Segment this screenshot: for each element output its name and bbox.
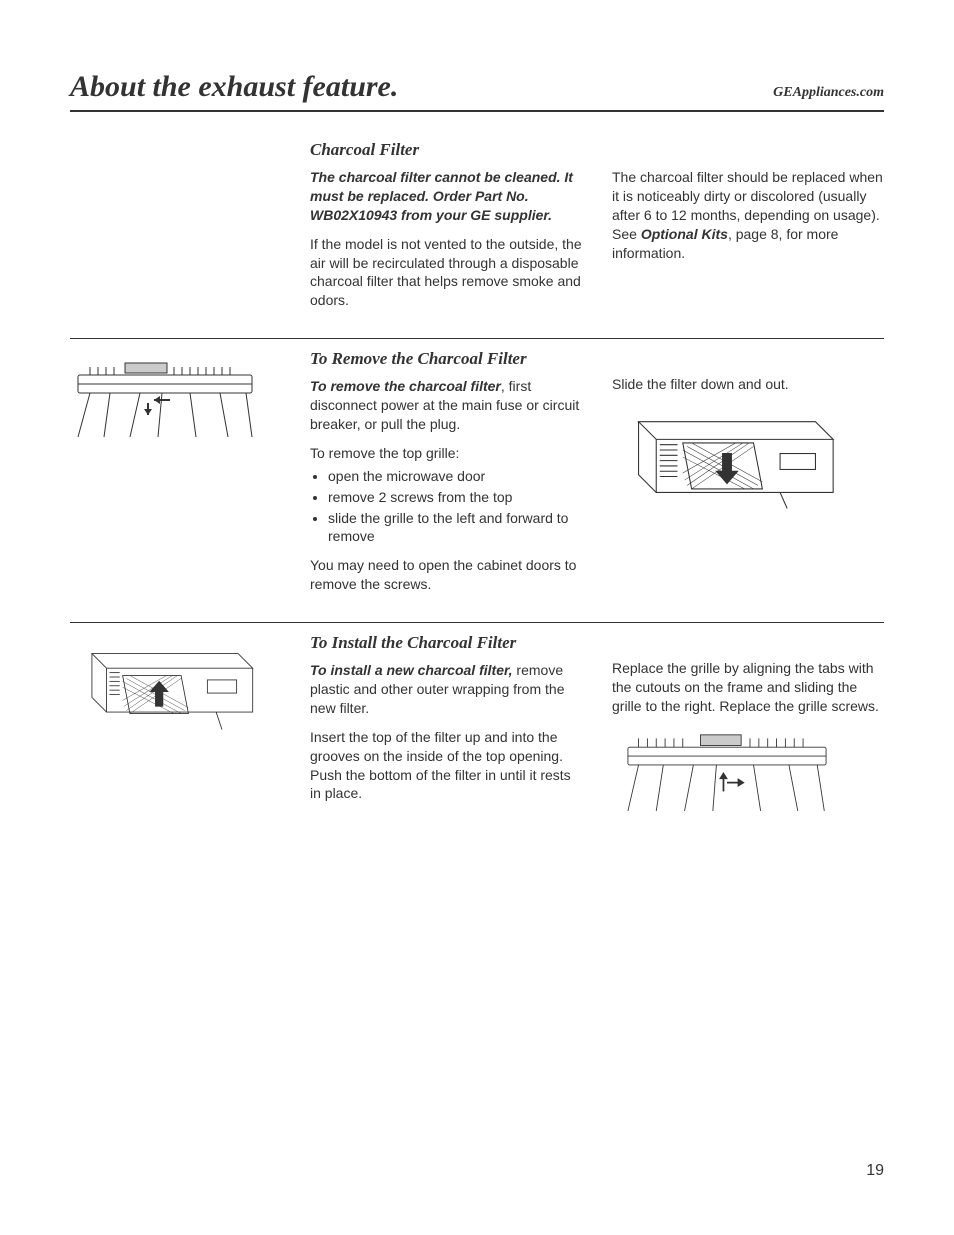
lead-bold: The charcoal filter cannot be cleaned. I…	[310, 168, 582, 225]
col-right: The charcoal filter should be replaced w…	[612, 140, 884, 320]
para-cabinet: You may need to open the cabinet doors t…	[310, 556, 582, 594]
illustration-install-filter	[70, 633, 280, 823]
page-container: About the exhaust feature. GEAppliances.…	[0, 0, 954, 881]
grille-top-illustration-icon	[70, 355, 260, 445]
grille-replace-illustration-icon	[612, 726, 842, 823]
lead-bold-install: To install a new charcoal filter,	[310, 662, 513, 678]
subhead-remove: To Remove the Charcoal Filter	[310, 349, 582, 369]
para-grille-intro: To remove the top grille:	[310, 444, 582, 463]
para-slide-down: Slide the filter down and out.	[612, 375, 884, 394]
col-left: To Install the Charcoal Filter To instal…	[310, 633, 582, 823]
section-remove-filter: To Remove the Charcoal Filter To remove …	[70, 338, 884, 604]
para-disconnect: To remove the charcoal filter, first dis…	[310, 377, 582, 434]
filter-slide-up-illustration-icon	[70, 639, 260, 741]
filter-slide-down-illustration-icon	[612, 404, 842, 510]
subhead-install: To Install the Charcoal Filter	[310, 633, 582, 653]
header-row: About the exhaust feature. GEAppliances.…	[70, 70, 884, 112]
para-install-lead: To install a new charcoal filter, remove…	[310, 661, 582, 718]
col-left: To Remove the Charcoal Filter To remove …	[310, 349, 582, 604]
subhead-charcoal: Charcoal Filter	[310, 140, 582, 160]
brand-url: GEAppliances.com	[773, 85, 884, 101]
col-left: Charcoal Filter The charcoal filter cann…	[310, 140, 582, 320]
col-right: Replace the grille by aligning the tabs …	[612, 633, 884, 823]
bullets-remove: open the microwave door remove 2 screws …	[310, 467, 582, 547]
bullet-2: remove 2 screws from the top	[328, 488, 582, 507]
page-number: 19	[866, 1162, 884, 1180]
para-replace-interval: The charcoal filter should be replaced w…	[612, 168, 884, 262]
lead-bold-remove: To remove the charcoal filter	[310, 378, 501, 394]
col-right: Slide the filter down and out.	[612, 349, 884, 604]
section-install-filter: To Install the Charcoal Filter To instal…	[70, 622, 884, 823]
bullet-3: slide the grille to the left and forward…	[328, 509, 582, 547]
para-insert-top: Insert the top of the filter up and into…	[310, 728, 582, 804]
section-charcoal-filter: Charcoal Filter The charcoal filter cann…	[70, 140, 884, 320]
illustration-remove-grille	[70, 349, 280, 604]
bullet-1: open the microwave door	[328, 467, 582, 486]
txt-bold-kits: Optional Kits	[641, 226, 728, 242]
para-recirculate: If the model is not vented to the outsid…	[310, 235, 582, 311]
illustration-slot-empty	[70, 140, 280, 320]
page-title: About the exhaust feature.	[70, 70, 398, 104]
para-replace-grille: Replace the grille by aligning the tabs …	[612, 659, 884, 716]
